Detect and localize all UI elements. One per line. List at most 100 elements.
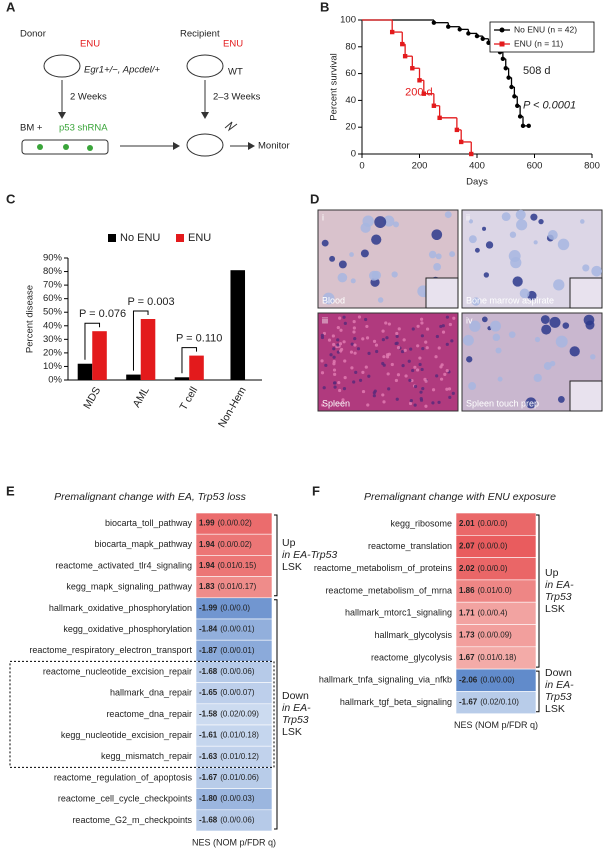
bracket: [132, 310, 149, 371]
cell: [366, 403, 370, 407]
cell: [407, 359, 411, 363]
y-tick-label: 30%: [43, 334, 63, 345]
cell: [534, 336, 541, 343]
cell: [421, 387, 425, 391]
nes-stats: (0.0/0.0): [478, 542, 508, 551]
mouse-icon: [186, 54, 224, 78]
micrograph-label: Spleen touch prep: [466, 398, 539, 408]
cell: [371, 234, 382, 245]
gene-set: reactome_translation: [368, 541, 452, 551]
cell: [543, 362, 552, 370]
panel-label: C: [6, 191, 16, 206]
panel-label: B: [320, 0, 329, 14]
cell: [336, 343, 340, 347]
cell: [408, 401, 413, 406]
cell: [364, 365, 368, 369]
nes-value: 2.02: [459, 564, 475, 573]
cell: [387, 352, 391, 356]
cell: [490, 320, 501, 332]
nes-value: -1.87: [199, 646, 218, 655]
nes-value: -2.06: [459, 675, 478, 684]
inset: [569, 277, 603, 309]
cell: [350, 278, 356, 284]
cell: [322, 331, 326, 336]
nes-stats: (0.02/0.10): [480, 698, 519, 707]
cell: [400, 349, 405, 354]
cell: [509, 231, 517, 238]
cell: [497, 376, 503, 382]
micrograph: i Blood: [317, 209, 459, 309]
cell: [516, 219, 528, 231]
panel-label: E: [6, 483, 15, 498]
marker: [526, 123, 531, 129]
cell: [549, 360, 556, 367]
x-tick-label: 800: [584, 161, 600, 172]
cell: [338, 260, 347, 269]
cell: [468, 219, 474, 224]
group-label: Down: [545, 667, 572, 679]
cell: [437, 346, 441, 350]
cell: [320, 371, 325, 375]
cell: [350, 342, 354, 346]
nes-value: 1.99: [199, 519, 215, 528]
cell: [471, 297, 481, 306]
annotation: P = 0.076: [79, 308, 126, 320]
nes-stats: (0.02/0.09): [220, 710, 259, 719]
cell: [468, 382, 477, 390]
group-label: Down: [282, 690, 309, 702]
nes-stats: (0.0/0.0): [220, 604, 250, 613]
cell: [415, 368, 420, 372]
cell: [336, 338, 340, 342]
group-label: LSK: [282, 561, 302, 573]
bar: [140, 319, 156, 380]
y-tick-label: 40: [345, 95, 356, 106]
nes-value: -1.67: [199, 773, 218, 782]
cell: [354, 370, 358, 374]
nes-text: -1.84 (0.0/0.01): [199, 625, 255, 634]
cell: [372, 339, 377, 343]
nes-text: -1.61 (0.01/0.18): [199, 731, 259, 740]
cell: [450, 339, 454, 343]
highlight-box: [9, 660, 275, 768]
cell: [439, 377, 444, 381]
nes-text: 1.94 (0.01/0.15): [199, 561, 257, 570]
nes-stats: (0.0/0.09): [478, 631, 513, 640]
cell: [590, 354, 596, 360]
cell: [386, 372, 390, 376]
table-footer: NES (NOM p/FDR q): [192, 837, 276, 847]
cell: [342, 340, 346, 344]
legend-label: No ENU: [120, 232, 160, 244]
cell: [372, 394, 376, 398]
x-tick-label: 600: [527, 161, 543, 172]
cell: [329, 255, 336, 262]
x-tick-label: MDS: [81, 385, 103, 411]
cell: [339, 328, 343, 332]
nes-text: -1.65 (0.0/0.07): [199, 688, 255, 697]
gene-set: reactome_cell_cycle_checkpoints: [58, 794, 193, 804]
gene-set: biocarta_toll_pathway: [105, 518, 193, 528]
cell-icon: [87, 145, 93, 151]
bracket: [84, 322, 101, 360]
y-tick-label: 50%: [43, 307, 63, 318]
group-label: LSK: [282, 726, 302, 738]
irradiation-icon: [224, 121, 238, 132]
nes-stats: (0.01/0.12): [220, 752, 259, 761]
nes-text: -1.58 (0.02/0.09): [199, 710, 259, 719]
group-bracket: [274, 599, 278, 830]
y-tick-label: 80: [345, 41, 356, 52]
cell: [381, 393, 385, 397]
gene-set: kegg_mapk_signaling_pathway: [66, 582, 192, 592]
cell: [435, 253, 442, 260]
cell: [420, 321, 424, 325]
cell: [352, 319, 356, 324]
gene-set: hallmark_mtorc1_signaling: [345, 608, 452, 618]
cell: [439, 324, 443, 329]
cell: [333, 372, 337, 376]
nes-text: 2.07 (0.0/0.0): [459, 542, 508, 551]
nes-value: 1.94: [199, 540, 215, 549]
cell: [441, 324, 445, 328]
cell: [336, 325, 340, 330]
cell: [387, 387, 391, 391]
cell: [395, 334, 399, 338]
bracket: [181, 347, 198, 374]
